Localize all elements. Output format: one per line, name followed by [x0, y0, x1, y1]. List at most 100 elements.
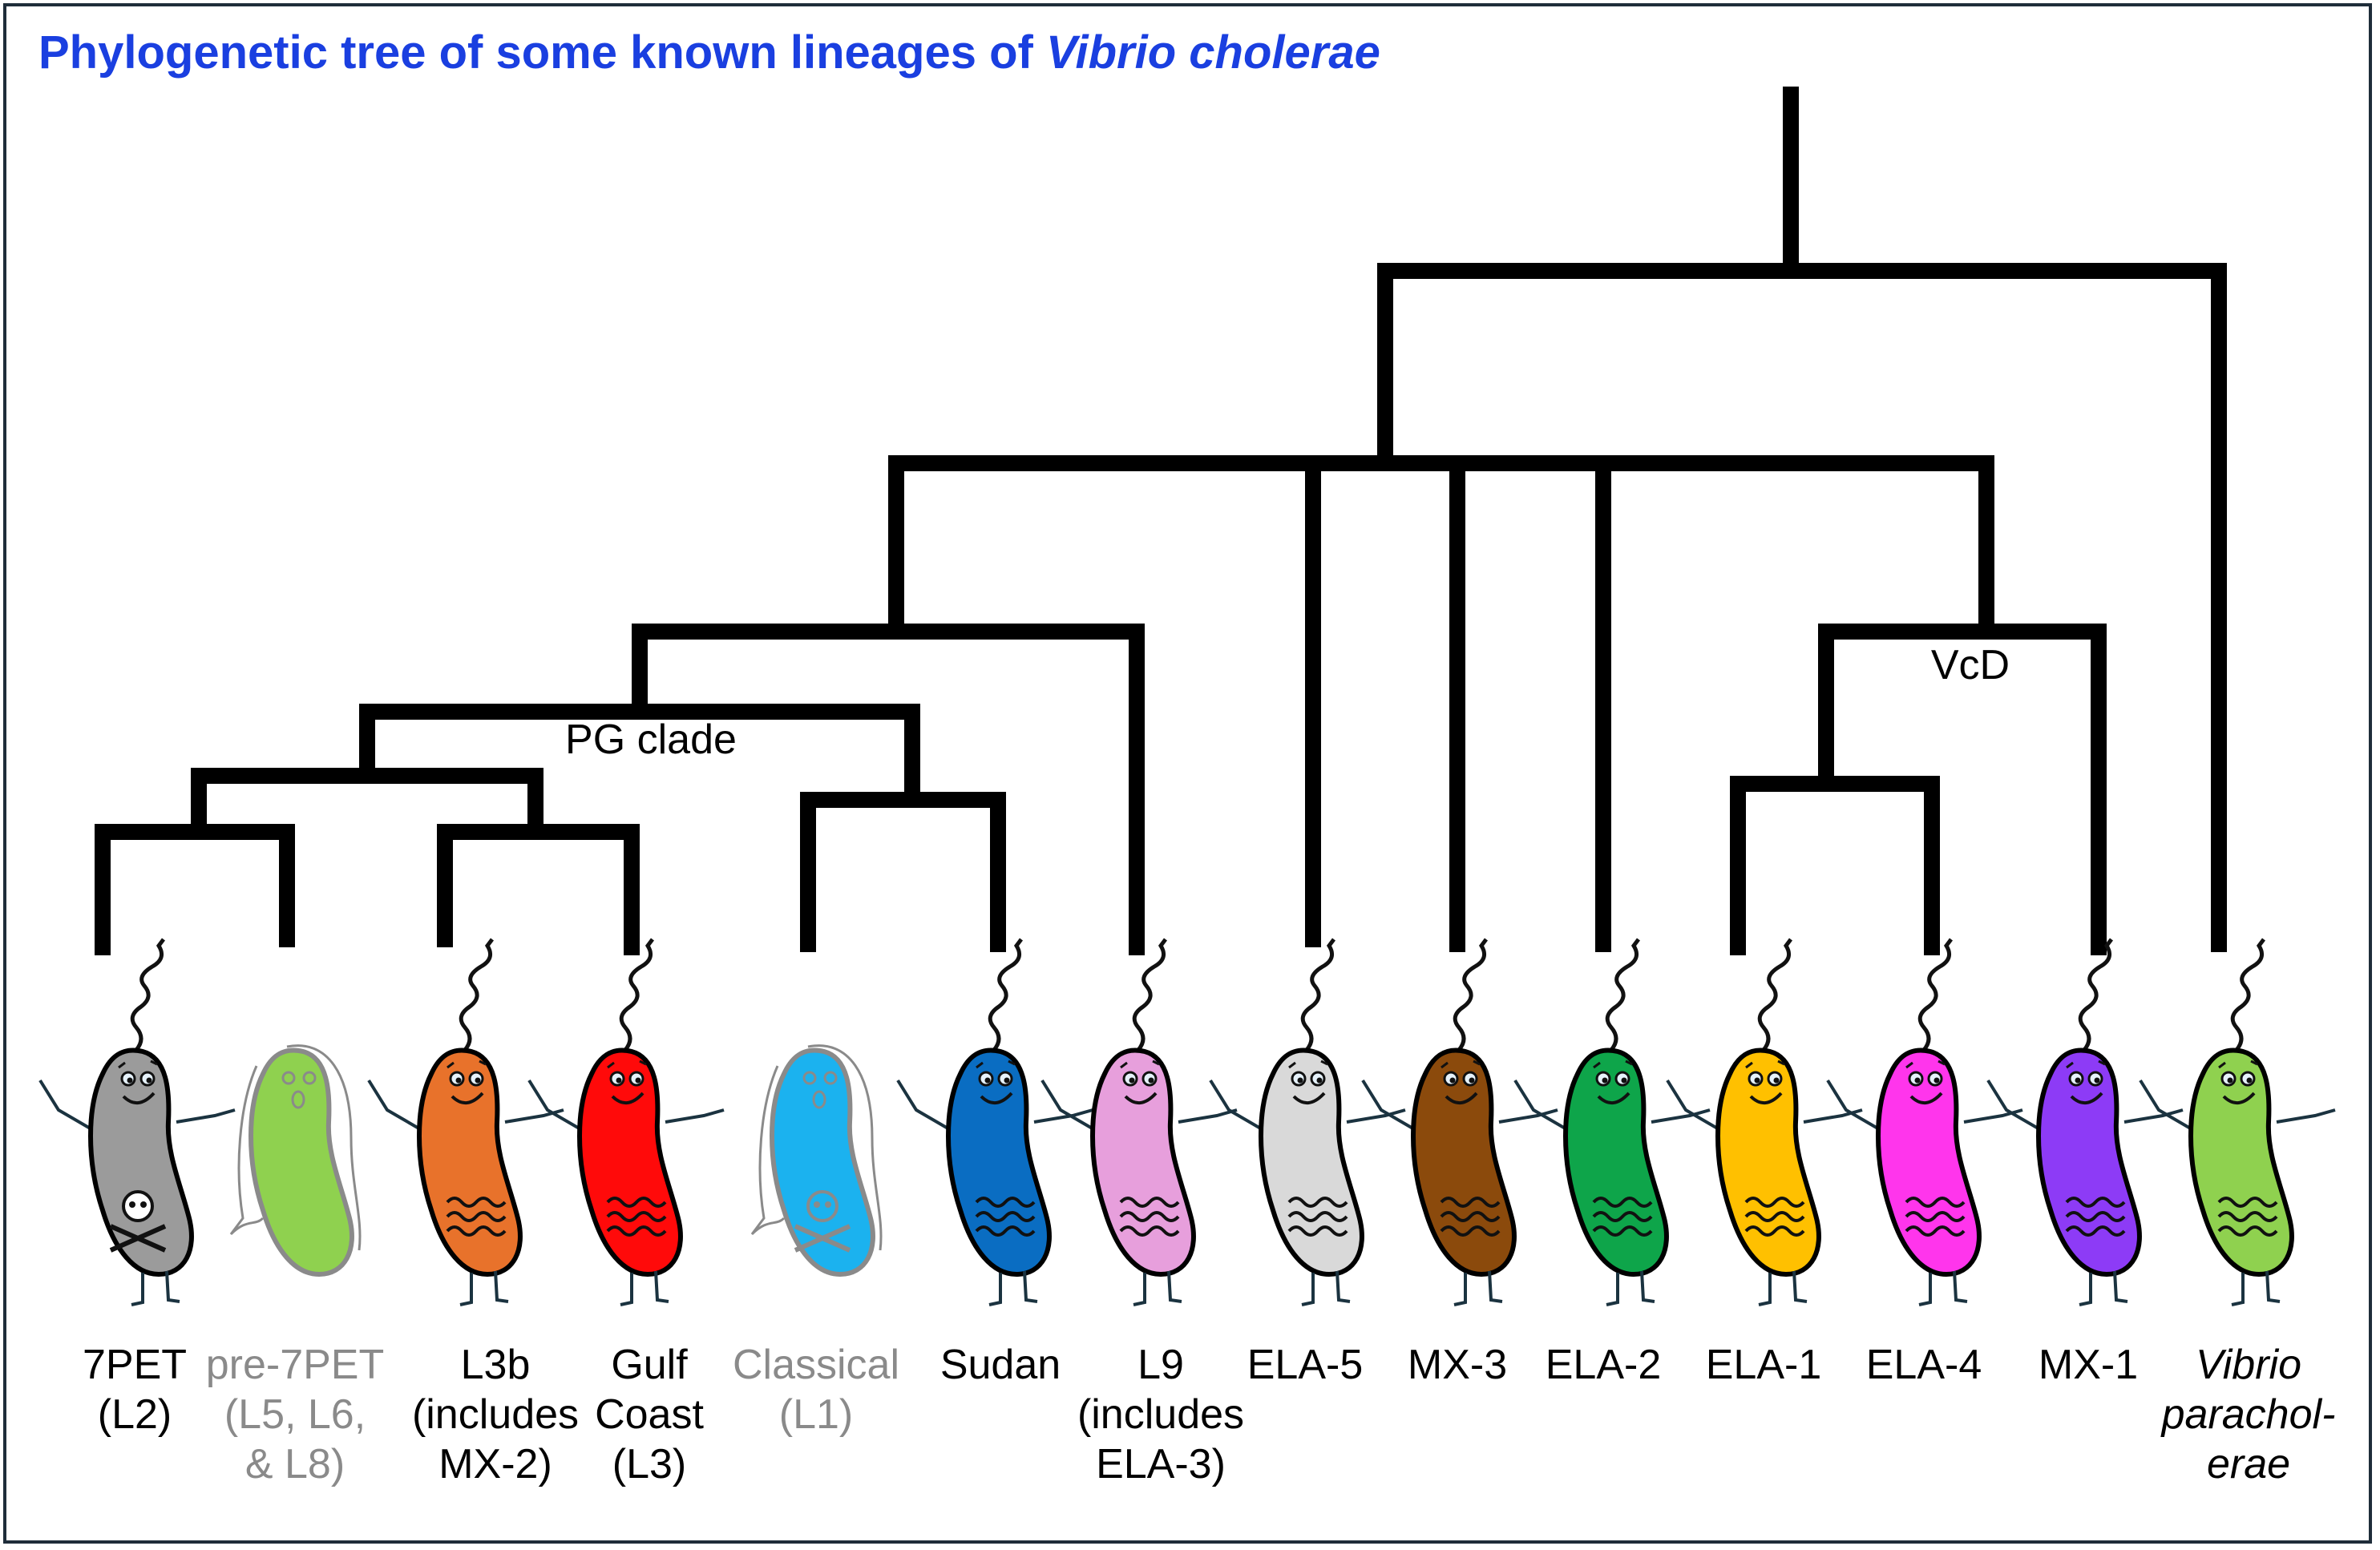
- pupil-icon: [127, 1077, 133, 1084]
- lineage-label-line: ELA-2: [1545, 1342, 1662, 1388]
- bacterium-mx1: [1986, 938, 2184, 1306]
- wave-pattern-icon: [1905, 1211, 1966, 1222]
- left-arm-icon: [1513, 1079, 1570, 1132]
- title-species: Vibrio cholerae: [1045, 26, 1380, 79]
- bacterium-l9: [1040, 938, 1238, 1306]
- lineage-label-line: ELA-3): [1096, 1441, 1226, 1487]
- wave-pattern-icon: [606, 1225, 667, 1237]
- wave-pattern-icon: [2065, 1211, 2126, 1222]
- bacterium-sudan: [896, 938, 1093, 1306]
- lineage-label-sudan: Sudan: [908, 1340, 1093, 1390]
- legs-icon: [988, 1270, 1038, 1306]
- left-arm-icon: [1666, 1079, 1722, 1132]
- bacterium-body-icon: [2188, 1047, 2294, 1278]
- lineage-label-line: Sudan: [939, 1342, 1061, 1388]
- figure-frame: [3, 3, 2372, 1544]
- lineage-label-classical: Classical (L1): [724, 1340, 908, 1439]
- pupil-icon: [1129, 1077, 1135, 1084]
- flagellum-icon: [1453, 938, 1488, 1051]
- wave-pattern-icon: [1440, 1211, 1501, 1222]
- eyebrow-icon: [1593, 1060, 1633, 1069]
- eye-icon: [281, 1071, 296, 1085]
- eye-icon: [802, 1071, 817, 1085]
- right-arm-icon: [176, 1108, 236, 1124]
- smile-icon: [2222, 1092, 2256, 1104]
- bacterium-ela2: [1513, 938, 1711, 1306]
- eyebrow-icon: [1905, 1060, 1946, 1069]
- flagellum-icon: [459, 938, 494, 1051]
- left-arm-icon: [527, 1079, 584, 1132]
- pupil-icon: [2075, 1077, 2081, 1084]
- wave-pattern-icon: [606, 1197, 667, 1208]
- lineage-label-line: Gulf: [611, 1342, 688, 1388]
- lineage-label-line: & L8): [244, 1441, 345, 1487]
- wave-pattern-icon: [2065, 1225, 2126, 1237]
- pupil-icon: [455, 1077, 462, 1084]
- wave-pattern-icon: [1440, 1197, 1501, 1208]
- lineage-label-line: MX-2): [438, 1441, 552, 1487]
- wave-pattern-icon: [1287, 1211, 1348, 1222]
- tree-branches: [95, 87, 2227, 955]
- bacterium-pre7pet: [229, 1044, 362, 1278]
- bacterium-ela1: [1666, 938, 1863, 1306]
- lineage-label-line: Classical: [732, 1342, 900, 1388]
- lineage-label-ela4: ELA-4: [1832, 1340, 2016, 1390]
- right-arm-icon: [665, 1108, 725, 1124]
- wave-pattern-icon: [606, 1211, 667, 1222]
- eyebrow-icon: [447, 1060, 487, 1069]
- wave-pattern-icon: [446, 1211, 507, 1222]
- legs-icon: [2231, 1270, 2281, 1306]
- eye-icon: [823, 1071, 838, 1085]
- ghost-outline-icon: [229, 1065, 265, 1236]
- pupil-icon: [616, 1077, 622, 1084]
- clade-label-pg: PG clade: [565, 716, 737, 763]
- eyebrow-icon: [2066, 1060, 2106, 1069]
- pupil-icon: [1914, 1077, 1921, 1084]
- eye-icon: [302, 1071, 317, 1085]
- smile-icon: [451, 1092, 484, 1104]
- title-text: Phylogenetic tree of some known lineages…: [38, 26, 1046, 79]
- wave-pattern-icon: [2217, 1225, 2278, 1237]
- lineage-label-line: erae: [2206, 1441, 2291, 1487]
- bacterium-7pet: [38, 938, 236, 1306]
- lineage-label-line: ELA-4: [1865, 1342, 1982, 1388]
- clade-label-vcd: VcD: [1931, 642, 2010, 688]
- lineage-label-line: ELA-5: [1247, 1342, 1364, 1388]
- bacterium-body-icon: [577, 1047, 683, 1278]
- lineage-label-line: MX-1: [2038, 1342, 2139, 1388]
- pupil-icon: [2227, 1077, 2233, 1084]
- lineage-label-line: (includes: [1077, 1391, 1245, 1438]
- pupil-icon: [1297, 1077, 1303, 1084]
- legs-icon: [1301, 1270, 1351, 1306]
- lineage-label-ela1: ELA-1: [1671, 1340, 1856, 1390]
- left-arm-icon: [2139, 1079, 2195, 1132]
- lineage-label-line: pre-7PET: [205, 1342, 385, 1388]
- wave-pattern-icon: [1744, 1225, 1805, 1237]
- lineage-label-line: Coast: [595, 1391, 704, 1438]
- bacterium-body-icon: [770, 1047, 875, 1278]
- flagellum-icon: [2078, 938, 2113, 1051]
- smile-icon: [1597, 1092, 1630, 1104]
- legs-icon: [620, 1270, 669, 1306]
- bacterium-mx3: [1361, 938, 1558, 1306]
- wave-pattern-icon: [1592, 1197, 1653, 1208]
- eyebrow-icon: [1120, 1060, 1160, 1069]
- wave-pattern-icon: [1744, 1197, 1805, 1208]
- eyebrow-icon: [607, 1060, 647, 1069]
- eyebrow-icon: [1441, 1060, 1481, 1069]
- bacterium-ela5: [1209, 938, 1406, 1306]
- pupil-icon: [146, 1077, 152, 1084]
- wave-pattern-icon: [2217, 1211, 2278, 1222]
- smile-icon: [1292, 1092, 1326, 1104]
- wave-pattern-icon: [446, 1225, 507, 1237]
- bacterium-l3b: [367, 938, 564, 1306]
- legs-icon: [1606, 1270, 1655, 1306]
- legs-icon: [2079, 1270, 2128, 1306]
- lineage-label-line: (L5, L6,: [224, 1391, 366, 1438]
- smile-icon: [1749, 1092, 1783, 1104]
- legs-icon: [131, 1270, 180, 1306]
- right-arm-icon: [1651, 1108, 1711, 1124]
- bacterium-body-icon: [1090, 1047, 1196, 1278]
- smile-icon: [1909, 1092, 1943, 1104]
- pupil-icon: [1449, 1077, 1456, 1084]
